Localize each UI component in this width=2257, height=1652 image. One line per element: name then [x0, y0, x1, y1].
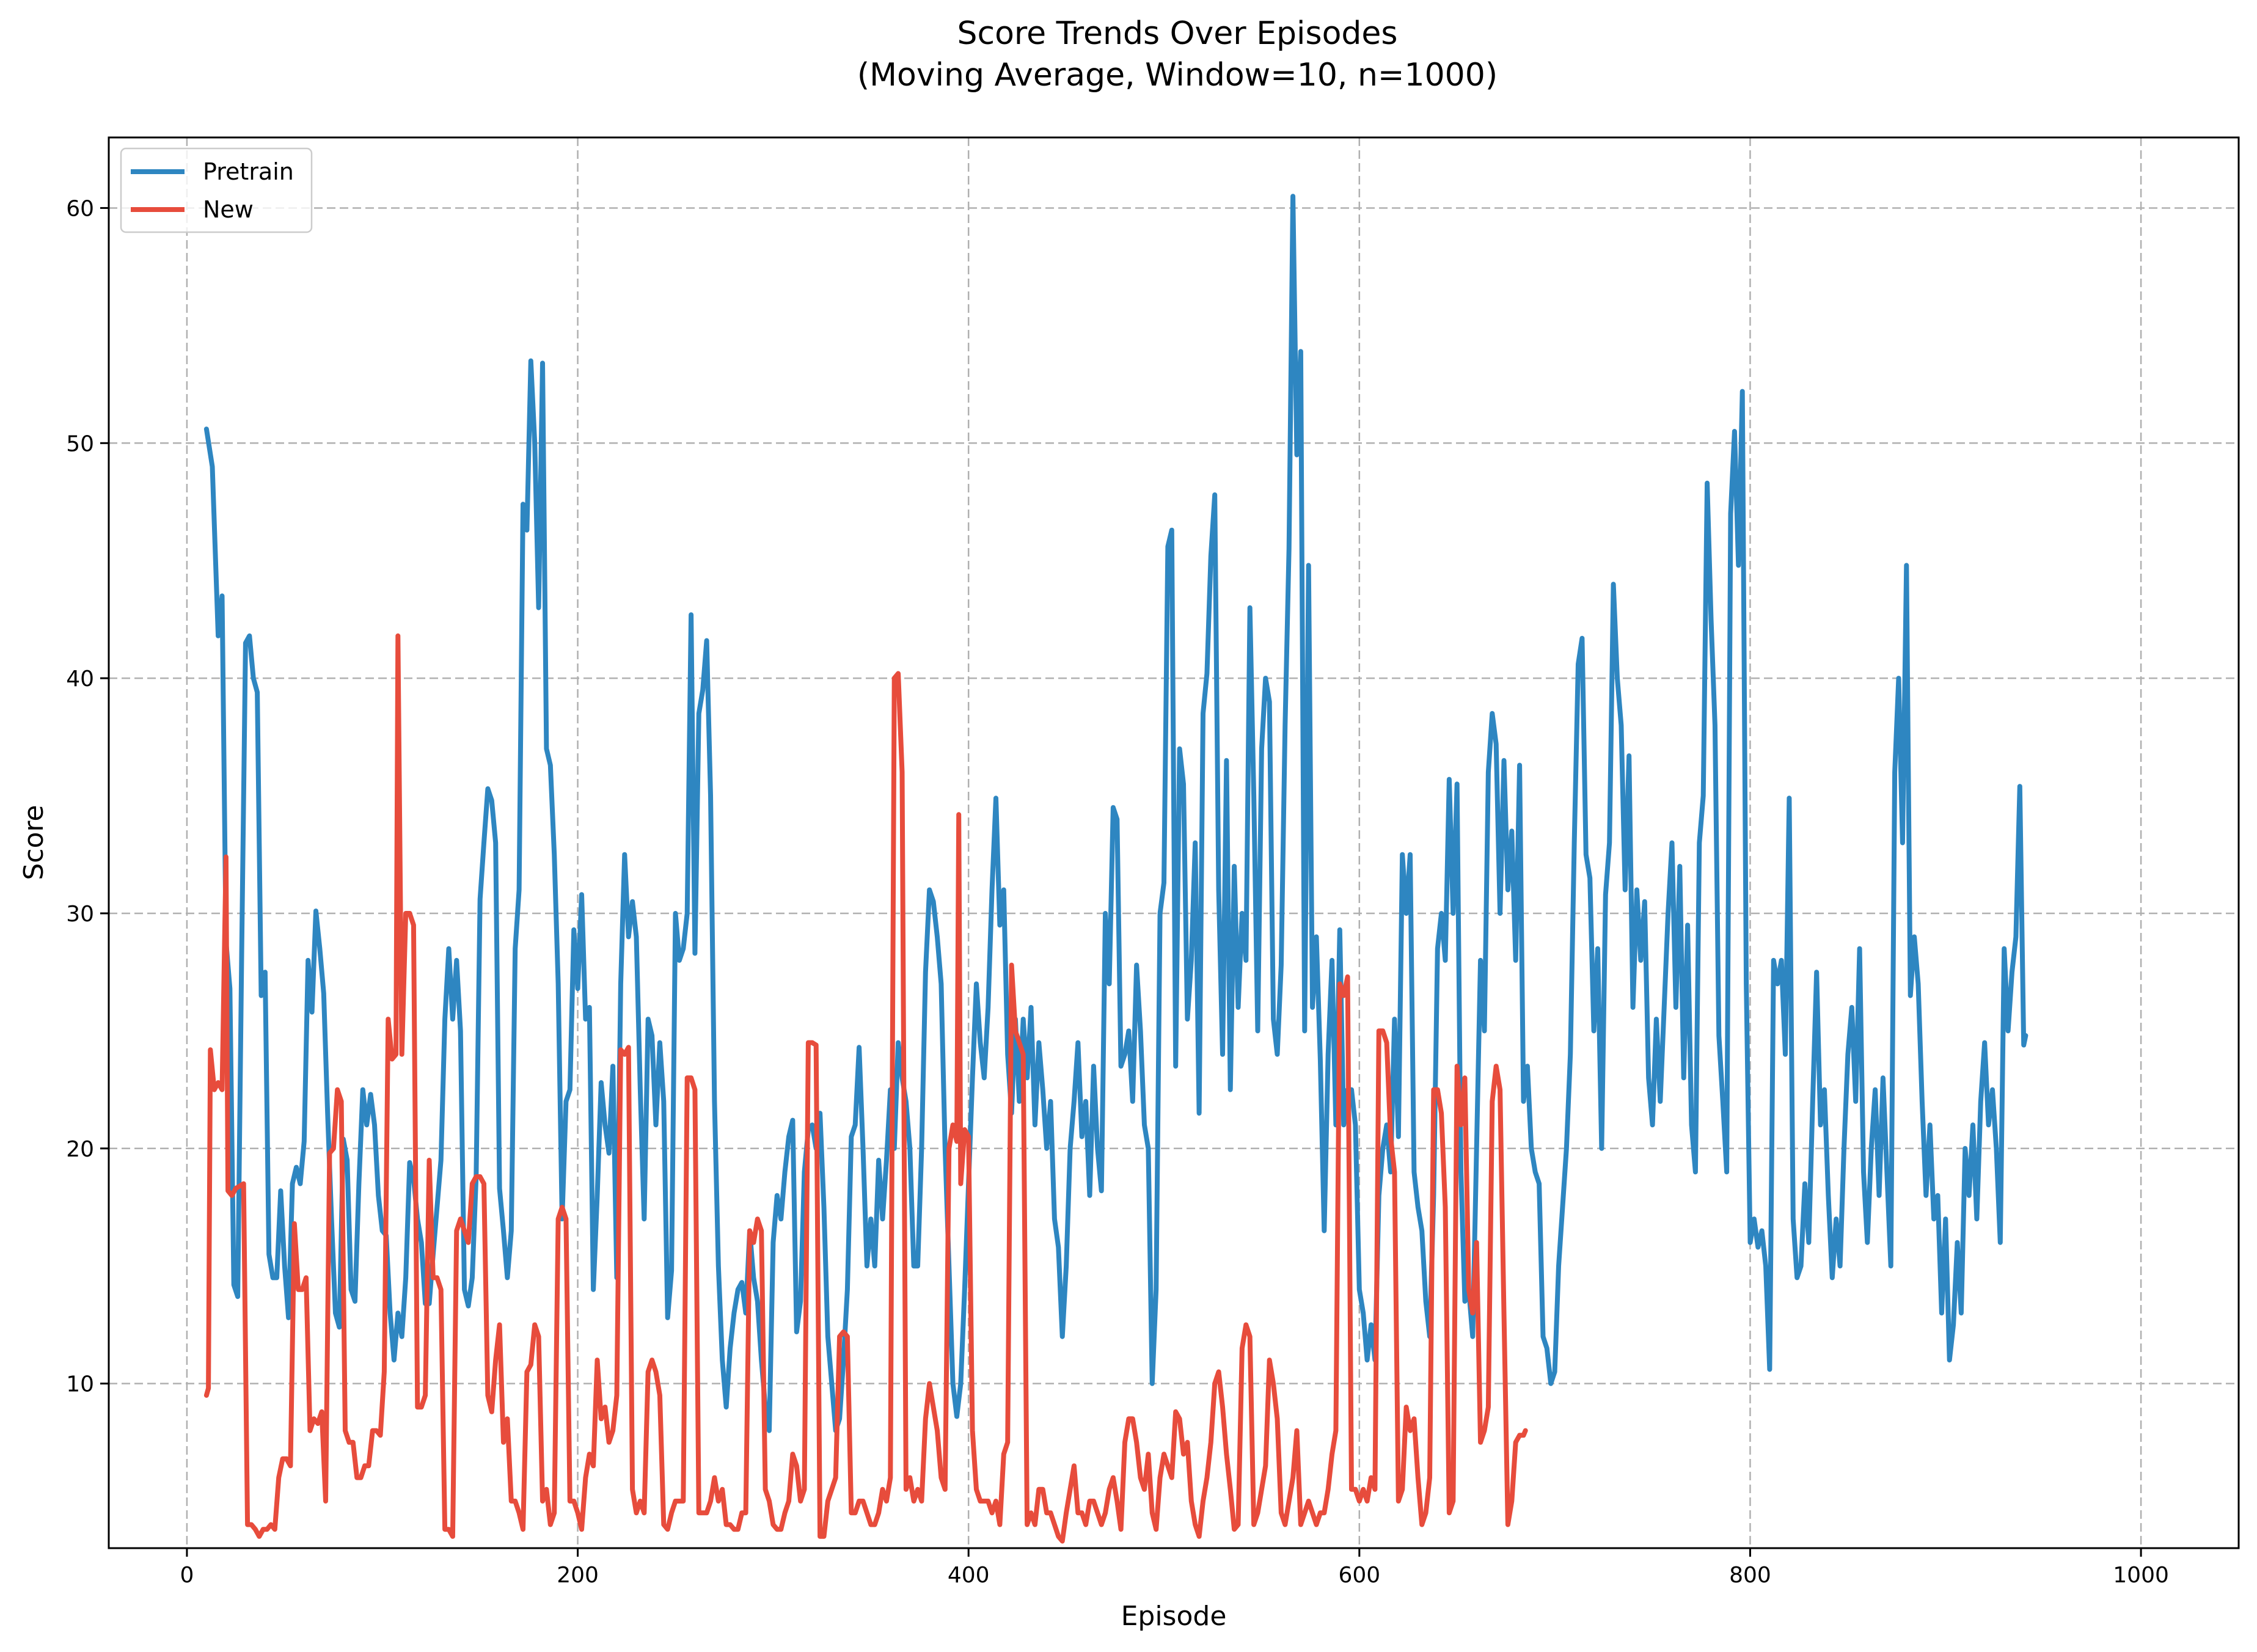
legend: Pretrain New — [120, 147, 313, 233]
x-tick-label: 600 — [1338, 1563, 1380, 1588]
y-axis-ticks: 10 20 30 40 50 60 — [66, 196, 109, 1397]
plot-area — [108, 136, 2240, 1549]
y-axis-label: Score — [18, 805, 49, 880]
y-tick-label: 20 — [66, 1137, 94, 1162]
x-tick-label: 200 — [557, 1563, 599, 1588]
x-tick-label: 1000 — [2113, 1563, 2169, 1588]
y-tick-label: 40 — [66, 667, 94, 692]
legend-label-new: New — [203, 196, 254, 223]
y-tick-label: 50 — [66, 431, 94, 456]
chart-subtitle: (Moving Average, Window=10, n=1000) — [857, 57, 1498, 93]
legend-label-pretrain: Pretrain — [203, 158, 294, 185]
y-tick-label: 30 — [66, 902, 94, 927]
y-tick-label: 60 — [66, 196, 94, 221]
x-tick-label: 0 — [180, 1563, 194, 1588]
series-line-new — [203, 633, 1528, 1544]
x-tick-label: 800 — [1729, 1563, 1771, 1588]
y-tick-label: 10 — [66, 1372, 94, 1397]
x-tick-label: 400 — [948, 1563, 990, 1588]
series-line-pretrain — [203, 194, 2028, 1433]
x-axis-ticks: 0 200 400 600 800 1000 — [180, 1548, 2169, 1588]
chart-title: Score Trends Over Episodes — [957, 15, 1397, 52]
x-axis-label: Episode — [1121, 1601, 1227, 1632]
series-lines — [203, 194, 2028, 1544]
